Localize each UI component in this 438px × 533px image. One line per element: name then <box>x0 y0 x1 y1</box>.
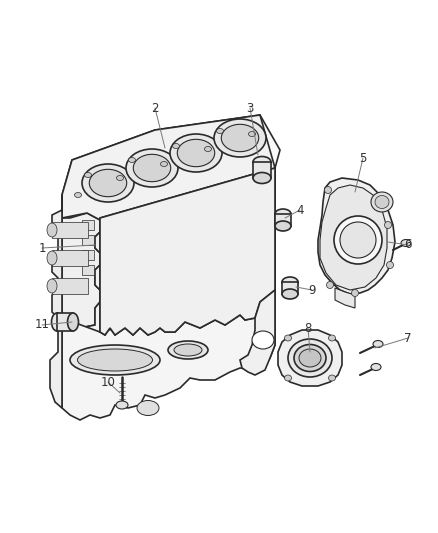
Polygon shape <box>253 162 271 178</box>
Ellipse shape <box>282 277 298 287</box>
Polygon shape <box>335 288 355 308</box>
Ellipse shape <box>117 175 124 181</box>
Polygon shape <box>82 235 94 245</box>
Ellipse shape <box>334 216 382 264</box>
Polygon shape <box>62 115 275 340</box>
Ellipse shape <box>205 147 212 151</box>
Polygon shape <box>57 313 73 331</box>
Text: 8: 8 <box>304 321 312 335</box>
Ellipse shape <box>375 196 389 208</box>
Ellipse shape <box>47 223 57 237</box>
Ellipse shape <box>126 149 178 187</box>
Ellipse shape <box>340 222 376 258</box>
Ellipse shape <box>253 157 271 167</box>
Polygon shape <box>318 178 395 294</box>
Ellipse shape <box>328 335 336 341</box>
Polygon shape <box>100 168 275 335</box>
Ellipse shape <box>373 341 383 348</box>
Text: 10: 10 <box>101 376 116 389</box>
Ellipse shape <box>352 289 358 296</box>
Ellipse shape <box>177 139 215 167</box>
Ellipse shape <box>252 331 274 349</box>
Text: 5: 5 <box>359 151 367 165</box>
Ellipse shape <box>401 239 411 246</box>
Polygon shape <box>50 195 62 408</box>
Ellipse shape <box>128 157 135 163</box>
Ellipse shape <box>47 279 57 293</box>
Polygon shape <box>62 290 275 420</box>
Ellipse shape <box>133 155 171 182</box>
Ellipse shape <box>326 281 333 288</box>
Ellipse shape <box>168 341 208 359</box>
Ellipse shape <box>78 349 152 371</box>
Ellipse shape <box>67 313 78 331</box>
Ellipse shape <box>70 345 160 375</box>
Polygon shape <box>320 185 387 290</box>
Ellipse shape <box>52 313 63 331</box>
Ellipse shape <box>275 221 291 231</box>
Ellipse shape <box>248 132 255 136</box>
Polygon shape <box>52 222 88 238</box>
Text: 4: 4 <box>296 204 304 216</box>
Ellipse shape <box>173 143 180 149</box>
Polygon shape <box>82 265 94 275</box>
Ellipse shape <box>216 128 223 133</box>
Ellipse shape <box>137 400 159 416</box>
Ellipse shape <box>325 187 332 193</box>
Ellipse shape <box>385 222 392 229</box>
Ellipse shape <box>47 251 57 265</box>
Ellipse shape <box>89 169 127 197</box>
Ellipse shape <box>294 344 326 372</box>
Ellipse shape <box>275 209 291 219</box>
Ellipse shape <box>282 289 298 299</box>
Ellipse shape <box>214 119 266 157</box>
Polygon shape <box>52 250 88 266</box>
Ellipse shape <box>285 335 292 341</box>
Ellipse shape <box>74 192 81 198</box>
Polygon shape <box>278 330 342 386</box>
Text: 9: 9 <box>308 284 316 296</box>
Polygon shape <box>82 250 94 260</box>
Ellipse shape <box>82 164 134 202</box>
Text: 2: 2 <box>151 101 159 115</box>
Text: 6: 6 <box>404 238 412 252</box>
Ellipse shape <box>116 401 128 409</box>
Ellipse shape <box>371 364 381 370</box>
Ellipse shape <box>221 124 259 152</box>
Polygon shape <box>240 290 275 375</box>
Ellipse shape <box>85 173 92 177</box>
Ellipse shape <box>386 262 393 269</box>
Polygon shape <box>100 168 275 332</box>
Ellipse shape <box>328 375 336 381</box>
Polygon shape <box>62 195 100 328</box>
Polygon shape <box>52 278 88 294</box>
Text: 1: 1 <box>38 241 46 254</box>
Ellipse shape <box>170 134 222 172</box>
Text: 3: 3 <box>246 101 254 115</box>
Polygon shape <box>82 220 94 230</box>
Polygon shape <box>62 115 280 218</box>
Ellipse shape <box>299 349 321 367</box>
Polygon shape <box>275 214 291 226</box>
Text: 11: 11 <box>35 319 49 332</box>
Ellipse shape <box>285 375 292 381</box>
Ellipse shape <box>253 173 271 183</box>
Ellipse shape <box>174 344 202 356</box>
Ellipse shape <box>288 339 332 377</box>
Text: 7: 7 <box>404 332 412 344</box>
Polygon shape <box>282 282 298 294</box>
Ellipse shape <box>371 192 393 212</box>
Ellipse shape <box>160 161 167 166</box>
